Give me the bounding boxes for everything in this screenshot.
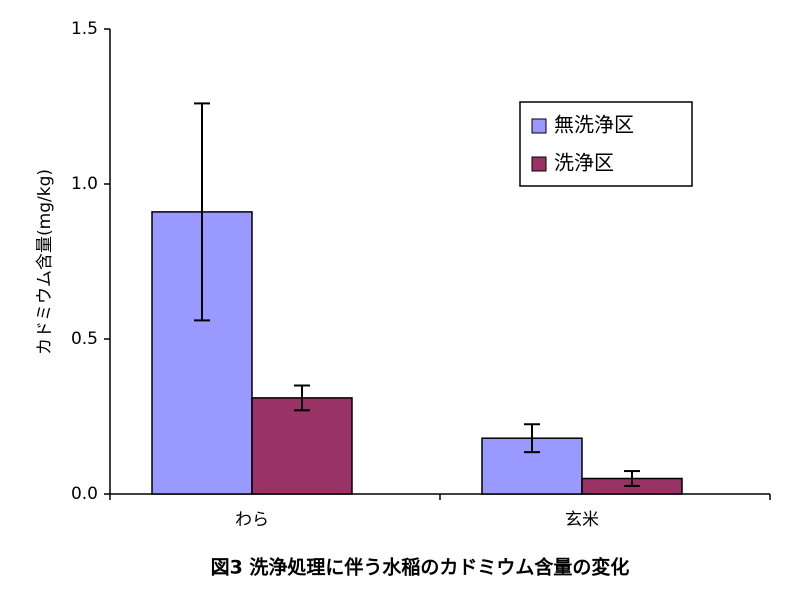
legend-box — [519, 101, 693, 187]
legend-swatch — [531, 118, 547, 134]
y-tick-label: 1.0 — [71, 174, 98, 194]
x-tick-label: わら — [235, 510, 269, 530]
chart-title: 図3 洗浄処理に伴う水稲のカドミウム含量の変化 — [211, 556, 630, 579]
legend-swatch — [531, 156, 547, 172]
y-tick-label: 0.5 — [71, 329, 98, 349]
x-tick-label: 玄米 — [565, 510, 599, 530]
legend-label: 無洗浄区 — [554, 113, 634, 137]
y-tick-label: 1.5 — [71, 19, 98, 39]
bar — [251, 397, 353, 495]
y-axis-label: カドミウム含量(mg/kg) — [35, 169, 55, 355]
legend-label: 洗浄区 — [554, 151, 614, 175]
y-tick-label: 0.0 — [71, 484, 98, 504]
